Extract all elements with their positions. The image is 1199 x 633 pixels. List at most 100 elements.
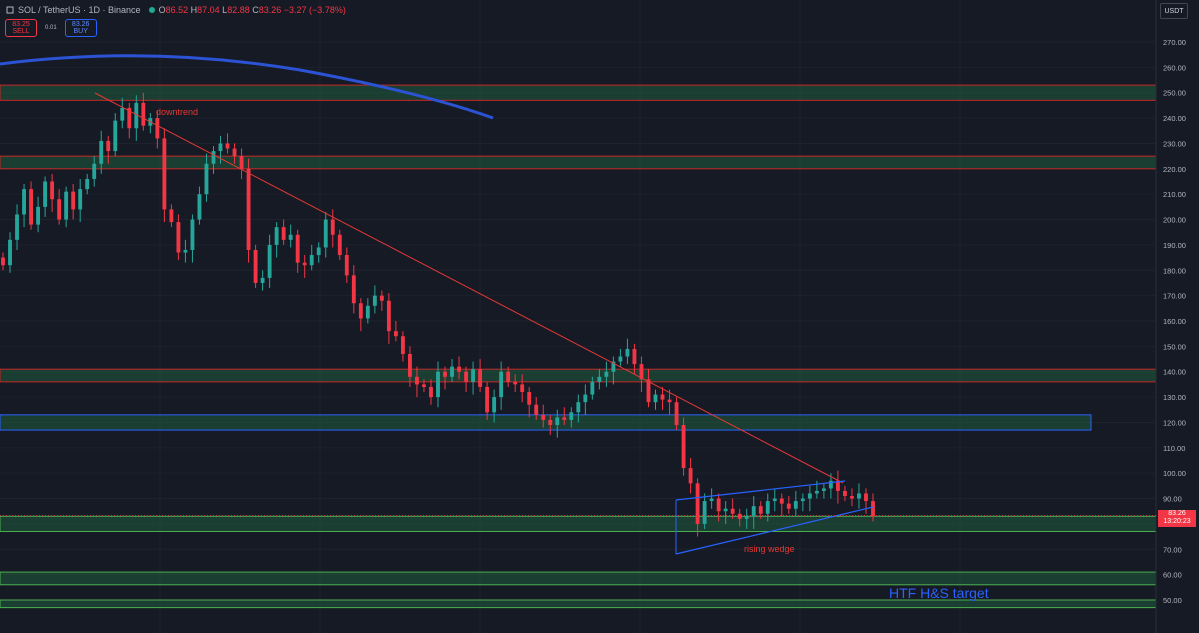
candle	[604, 361, 609, 387]
candle	[197, 186, 202, 225]
candle	[492, 389, 497, 423]
candle	[443, 366, 447, 390]
buy-button[interactable]: 83.26 BUY	[64, 19, 97, 37]
candle	[821, 483, 826, 499]
candle	[576, 394, 581, 423]
currency-button[interactable]: USDT	[1160, 3, 1188, 19]
candle	[709, 488, 714, 509]
candle	[597, 369, 602, 390]
ohlc-values: O86.52 H87.04 L82.88 C83.26 −3.27 (−3.78…	[158, 5, 346, 15]
candle	[506, 366, 511, 387]
candle	[225, 133, 230, 154]
axis-tick-label: 130.00	[1163, 393, 1186, 402]
candle	[632, 343, 637, 375]
zone-blue	[0, 414, 1092, 431]
zone-red	[0, 368, 1157, 383]
candle	[302, 255, 307, 278]
candle	[702, 493, 707, 529]
candle	[50, 173, 55, 212]
downtrend-line	[94, 92, 844, 484]
axis-tick-label: 230.00	[1163, 139, 1186, 148]
zone-green	[0, 515, 1157, 533]
annotation-hs-target: HTF H&S target	[889, 585, 989, 601]
candle	[527, 386, 532, 418]
candle	[485, 381, 490, 420]
trade-panel: 83.25 SELL 0.01 83.26 BUY	[5, 19, 97, 37]
candle	[695, 478, 700, 537]
axis-tick-label: 100.00	[1163, 469, 1186, 478]
candle	[78, 178, 83, 223]
candle	[478, 359, 483, 393]
candle	[513, 374, 518, 393]
candle	[653, 389, 658, 410]
candle	[365, 298, 370, 324]
candle	[688, 457, 693, 494]
candle	[204, 153, 209, 202]
candle	[408, 346, 412, 387]
candle	[253, 244, 258, 289]
candle	[415, 366, 419, 398]
candle	[358, 298, 363, 332]
axis-tick-label: 90.00	[1163, 495, 1182, 504]
candle	[534, 397, 539, 420]
market-status-icon	[148, 7, 155, 13]
candle	[857, 483, 861, 509]
candle	[716, 493, 721, 522]
candle	[155, 110, 160, 149]
axis-tick-label: 140.00	[1163, 368, 1186, 377]
symbol-title[interactable]: SOL / TetherUS · 1D · Binance	[18, 5, 141, 15]
candle	[674, 397, 679, 431]
candle	[681, 417, 686, 476]
candle	[667, 389, 672, 415]
candle	[29, 181, 33, 230]
candle	[330, 209, 335, 248]
candle	[737, 508, 742, 527]
candle	[337, 229, 342, 261]
candle	[618, 348, 623, 367]
candle	[162, 128, 167, 223]
candle	[400, 331, 405, 362]
zone-red	[0, 155, 1157, 170]
zone-green	[0, 599, 1157, 609]
candle	[57, 189, 62, 225]
candle	[85, 173, 90, 195]
candle	[71, 184, 76, 220]
axis-tick-label: 60.00	[1163, 571, 1182, 580]
wedge-lower-line	[675, 506, 874, 555]
candle	[723, 501, 728, 524]
candle	[625, 338, 630, 365]
candlestick-series	[1, 92, 875, 537]
candle	[772, 488, 777, 512]
axis-tick-label: 270.00	[1163, 38, 1186, 47]
axis-tick-label: 170.00	[1163, 292, 1186, 301]
candle	[176, 214, 181, 261]
candle	[106, 135, 111, 164]
candle	[520, 374, 525, 403]
wedge-upper-line	[675, 480, 846, 501]
candle	[148, 113, 153, 134]
candle	[316, 242, 321, 263]
candle	[309, 244, 314, 271]
candle	[457, 356, 461, 380]
candle	[793, 490, 798, 517]
candle	[295, 229, 300, 273]
axis-tick-label: 240.00	[1163, 114, 1186, 123]
candle	[464, 366, 468, 393]
axis-tick-label: 210.00	[1163, 190, 1186, 199]
candle	[744, 508, 749, 529]
candle	[351, 265, 356, 314]
axis-tick-label: 50.00	[1163, 596, 1182, 605]
sell-button[interactable]: 83.25 SELL	[5, 19, 37, 37]
candle	[843, 485, 847, 502]
candle	[113, 113, 118, 157]
candle	[471, 361, 476, 395]
ma-curve	[0, 54, 494, 120]
axis-tick-label: 120.00	[1163, 418, 1186, 427]
candle	[786, 496, 791, 514]
axis-tick-label: 220.00	[1163, 165, 1186, 174]
candle	[835, 470, 840, 504]
candle	[393, 321, 398, 342]
candle	[807, 485, 812, 512]
candle	[850, 488, 854, 507]
